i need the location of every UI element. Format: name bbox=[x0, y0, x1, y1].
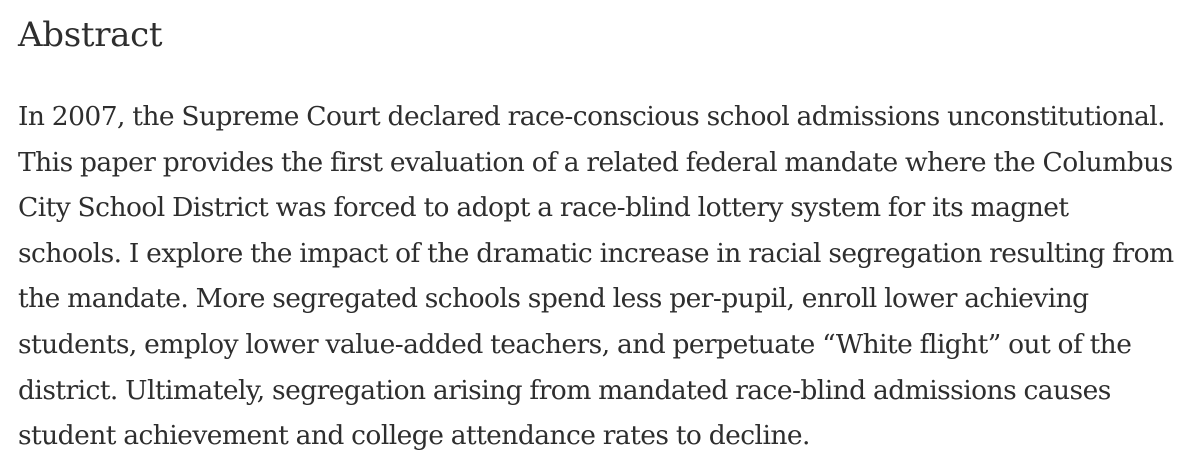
abstract-line: district. Ultimately, segregation arisin… bbox=[18, 374, 1111, 406]
abstract-text: In 2007, the Supreme Court declared race… bbox=[18, 94, 1188, 459]
abstract-heading: Abstract bbox=[18, 15, 163, 55]
abstract-line: This paper provides the first evaluation… bbox=[18, 146, 1173, 178]
abstract-line: schools. I explore the impact of the dra… bbox=[18, 237, 1174, 269]
abstract-line: student achievement and college attendan… bbox=[18, 420, 810, 452]
abstract-line: City School District was forced to adopt… bbox=[18, 192, 1069, 224]
abstract-line: students, employ lower value-added teach… bbox=[18, 328, 1132, 360]
abstract-line: the mandate. More segregated schools spe… bbox=[18, 283, 1089, 315]
abstract-line: In 2007, the Supreme Court declared race… bbox=[18, 101, 1166, 132]
